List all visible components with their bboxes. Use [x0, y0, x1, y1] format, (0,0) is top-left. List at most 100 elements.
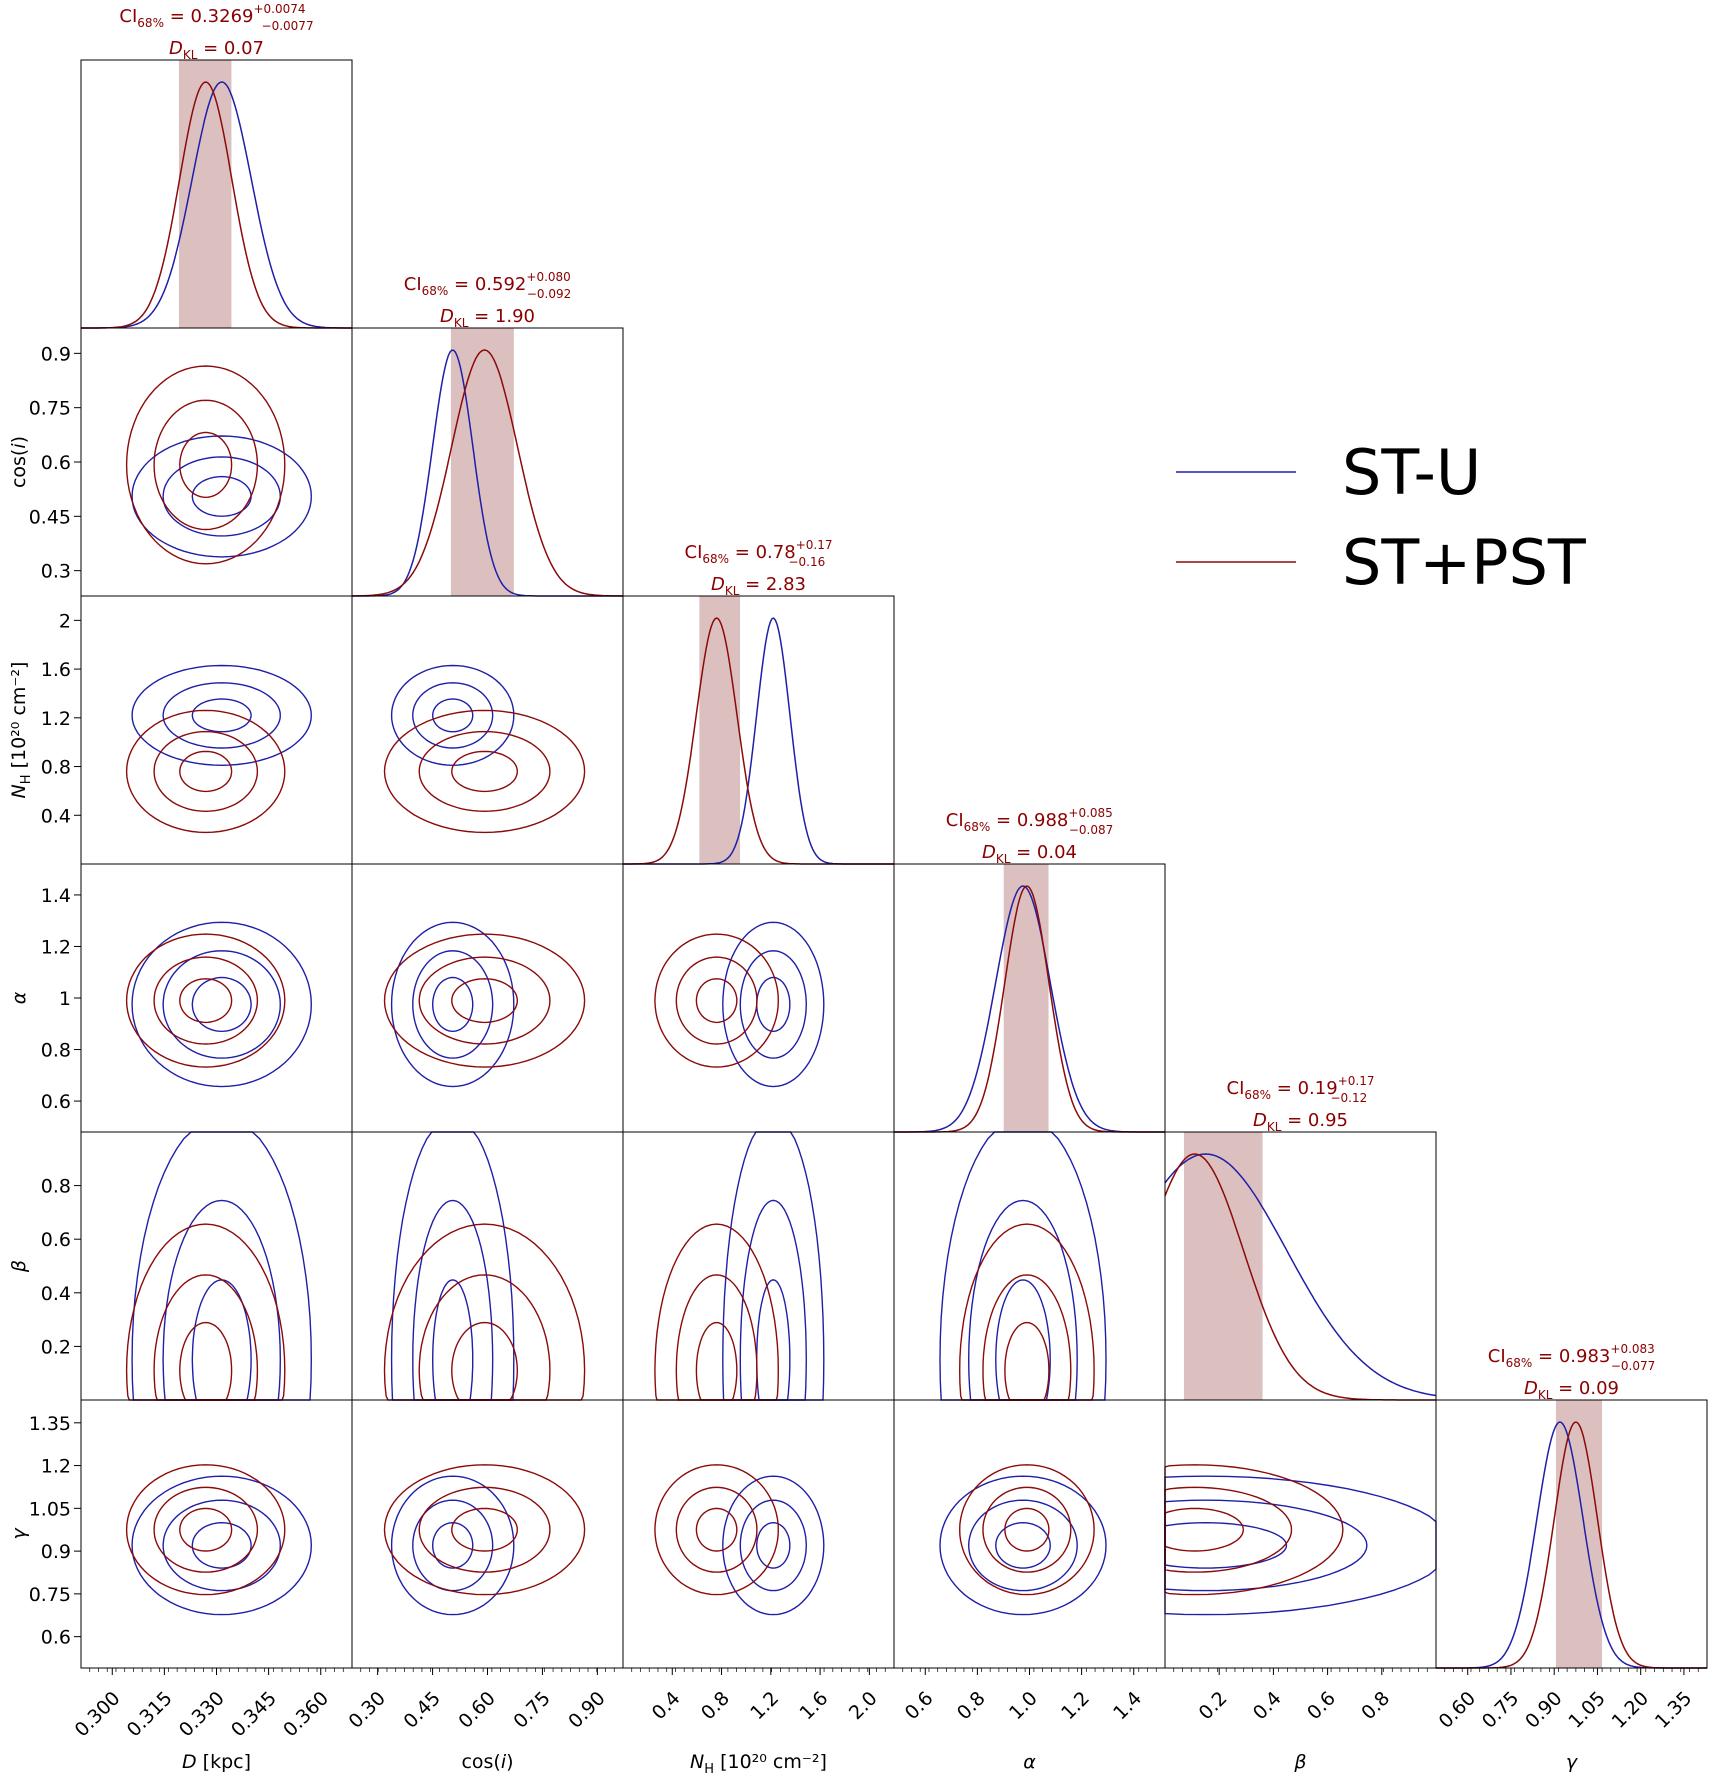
x-tick-label-D: 0.360: [279, 1687, 333, 1741]
contour-NH-beta-st-u-1: [755, 1279, 791, 1401]
x-tick-label-D: 0.300: [71, 1687, 125, 1741]
contour-beta-gamma-st-pst-1: [1164, 1507, 1244, 1552]
ci-band-alpha: [1003, 864, 1049, 1132]
y-tick-label-NH: 0.8: [41, 757, 71, 779]
panel-D-NH: [80, 595, 353, 865]
contour-D-alpha-st-pst-2: [153, 956, 259, 1045]
panel-NH-beta: [622, 1131, 895, 1401]
ci-title-gamma: CI68% = 0.983+0.083 −0.077: [1488, 1342, 1655, 1373]
x-label-D: D [kpc]: [182, 1751, 251, 1773]
x-tick-label-beta: 0.2: [1195, 1687, 1232, 1724]
contour-alpha-beta-st-u-2: [967, 1199, 1078, 1401]
x-tick-label-alpha: 1.2: [1057, 1687, 1094, 1724]
x-tick-label-cosi: 0.75: [509, 1687, 554, 1732]
y-label-gamma: γ: [8, 1527, 30, 1540]
y-tick-label-cosi: 0.45: [29, 506, 71, 528]
contour-NH-beta-st-u-3: [722, 1131, 825, 1401]
ci-band-gamma: [1555, 1400, 1603, 1668]
x-tick-label-beta: 0.8: [1357, 1687, 1394, 1724]
dkl-title-alpha: DKL = 0.04: [982, 842, 1077, 866]
contour-NH-gamma-st-u-2: [739, 1499, 807, 1592]
contour-D-NH-st-u-1: [191, 698, 252, 733]
y-tick-label-NH: 1.2: [41, 708, 71, 730]
y-tick-label-cosi: 0.3: [41, 561, 71, 583]
panel-D-cosi: [80, 327, 353, 597]
contour-NH-alpha-st-u-2: [739, 950, 807, 1059]
contour-NH-beta-st-pst-2: [675, 1274, 758, 1401]
contour-D-alpha-st-u-3: [131, 921, 312, 1088]
contour-NH-alpha-st-pst-3: [654, 933, 779, 1068]
contour-cosi-gamma-st-u-2: [412, 1499, 494, 1592]
contour-D-beta-st-pst-1: [179, 1321, 233, 1401]
x-label-NH: NH [10²⁰ cm⁻²]: [690, 1751, 827, 1774]
legend-label-st-u: ST-U: [1342, 436, 1481, 509]
x-tick-label-gamma: 0.90: [1521, 1687, 1566, 1732]
panel-D-beta: [80, 1131, 353, 1401]
marginal-NH-st-u: [623, 617, 894, 865]
legend-label-st-pst: ST+PST: [1342, 526, 1587, 599]
contour-cosi-alpha-st-pst-3: [383, 933, 586, 1068]
contour-cosi-gamma-st-pst-1: [451, 1507, 518, 1552]
y-label-cosi: cos(i): [8, 436, 30, 488]
contour-alpha-gamma-st-u-1: [995, 1521, 1051, 1569]
contour-alpha-gamma-st-pst-3: [958, 1464, 1095, 1596]
ci-title-NH: CI68% = 0.78+0.17 −0.16: [685, 538, 833, 569]
marginal-NH-st-pst: [623, 617, 894, 865]
contour-D-cosi-st-u-2: [162, 456, 281, 537]
y-tick-label-alpha: 1.4: [41, 885, 71, 907]
contour-cosi-gamma-st-pst-2: [418, 1486, 551, 1573]
contour-D-cosi-st-u-1: [191, 475, 252, 517]
contour-D-alpha-st-pst-3: [125, 933, 286, 1068]
x-label-cosi: cos(i): [461, 1751, 513, 1773]
x-tick-label-gamma: 1.05: [1564, 1687, 1609, 1732]
y-tick-label-alpha: 1.2: [41, 936, 71, 958]
contour-alpha-beta-st-u-1: [995, 1279, 1051, 1401]
contour-cosi-alpha-st-u-1: [431, 976, 474, 1033]
contour-NH-alpha-st-u-3: [722, 921, 825, 1088]
contour-cosi-alpha-st-pst-2: [418, 956, 551, 1045]
panel-D-gamma: [80, 1399, 353, 1669]
contour-D-alpha-st-u-2: [162, 950, 281, 1059]
contour-NH-gamma-st-pst-2: [675, 1486, 758, 1573]
y-tick-label-cosi: 0.6: [41, 452, 71, 474]
contour-cosi-NH-st-pst-2: [418, 730, 551, 813]
contour-cosi-alpha-st-u-3: [390, 921, 515, 1088]
dkl-title-D: DKL = 0.07: [169, 38, 264, 62]
contour-D-cosi-st-pst-1: [179, 431, 233, 499]
x-tick-label-cosi: 0.45: [399, 1687, 444, 1732]
contour-cosi-beta-st-u-2: [412, 1199, 494, 1401]
x-tick-label-NH: 0.8: [697, 1687, 734, 1724]
dkl-title-beta: DKL = 0.95: [1253, 1110, 1348, 1134]
contour-NH-gamma-st-u-3: [722, 1475, 825, 1616]
y-tick-label-cosi: 0.75: [29, 398, 71, 420]
x-tick-label-D: 0.315: [123, 1687, 177, 1741]
dkl-title-gamma: DKL = 0.09: [1524, 1378, 1619, 1402]
contour-D-beta-st-u-2: [162, 1199, 281, 1401]
panel-diag-NH: [622, 595, 895, 865]
panel-beta-gamma: [1164, 1399, 1437, 1669]
y-tick-label-cosi: 0.9: [41, 343, 71, 365]
marginal-D-st-u: [81, 81, 352, 329]
x-tick-label-beta: 0.4: [1249, 1687, 1286, 1724]
panel-alpha-gamma: [893, 1399, 1166, 1669]
x-label-alpha: α: [1023, 1751, 1036, 1773]
contour-D-gamma-st-u-2: [162, 1499, 281, 1592]
contour-D-alpha-st-pst-1: [179, 978, 233, 1024]
y-label-beta: β: [8, 1260, 30, 1273]
x-tick-label-alpha: 0.6: [901, 1687, 938, 1724]
contour-cosi-gamma-st-u-3: [390, 1475, 515, 1616]
y-tick-label-NH: 2: [59, 610, 71, 632]
contour-NH-beta-st-pst-1: [695, 1321, 738, 1401]
contour-D-NH-st-pst-1: [179, 750, 233, 793]
y-tick-label-beta: 0.8: [41, 1176, 71, 1198]
contour-NH-gamma-st-pst-1: [695, 1507, 738, 1552]
contour-D-cosi-st-u-3: [131, 435, 312, 558]
ci-band-NH: [699, 596, 741, 864]
ci-title-cosi: CI68% = 0.592+0.080 −0.092: [404, 270, 571, 301]
contour-NH-alpha-st-pst-2: [675, 956, 758, 1045]
contour-D-alpha-st-u-1: [191, 976, 252, 1033]
contour-cosi-NH-st-pst-3: [383, 709, 586, 834]
contour-cosi-NH-st-u-2: [412, 682, 494, 749]
ci-title-beta: CI68% = 0.19+0.17 −0.12: [1227, 1074, 1375, 1105]
y-tick-label-gamma: 1.05: [29, 1498, 71, 1520]
